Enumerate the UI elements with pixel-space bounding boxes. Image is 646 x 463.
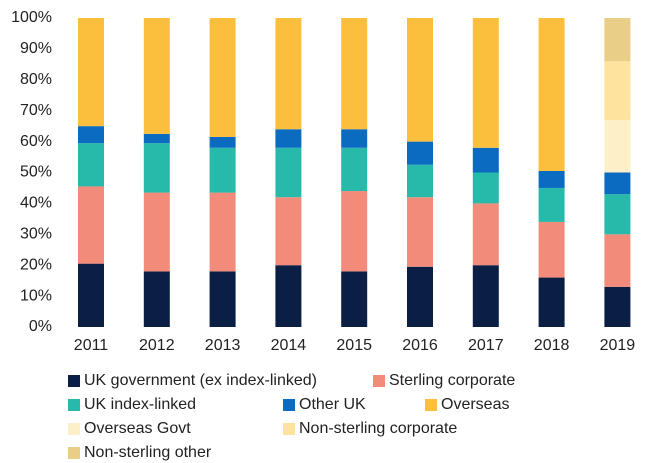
x-tick-label: 2018: [534, 337, 570, 354]
legend-label: UK government (ex index-linked): [84, 372, 317, 389]
bar-segment: [341, 129, 368, 148]
bar-segment: [472, 265, 499, 327]
bar-segment: [604, 61, 631, 120]
bar-segment: [604, 286, 631, 327]
bar-segment: [209, 147, 236, 193]
y-tick-label: 90%: [20, 40, 52, 57]
legend-swatch: [68, 375, 80, 387]
bar-segment: [538, 170, 565, 188]
legend-label: Overseas: [441, 396, 509, 413]
legend-swatch: [68, 423, 80, 435]
bar-segment: [143, 271, 170, 327]
legend-label: Overseas Govt: [84, 420, 191, 437]
bar-segment: [604, 172, 631, 195]
bar-segment: [538, 221, 565, 278]
bar-segment: [78, 143, 104, 187]
bar-segment: [78, 18, 104, 127]
x-tick-label: 2017: [468, 337, 504, 354]
y-tick-label: 60%: [20, 133, 52, 150]
bar-segment: [275, 265, 302, 327]
x-tick-label: 2019: [600, 337, 636, 354]
x-tick-label: 2014: [271, 337, 307, 354]
bar-segment: [407, 266, 433, 327]
bar-segment: [472, 203, 499, 266]
legend-swatch: [68, 399, 80, 411]
bar-segment: [143, 133, 170, 144]
bar-segment: [209, 136, 236, 148]
legend-swatch: [373, 375, 385, 387]
legend-swatch: [283, 423, 295, 435]
bar-segment: [143, 143, 170, 193]
bar-segment: [472, 172, 499, 204]
bar-segment: [538, 18, 565, 171]
legend-swatch: [283, 399, 295, 411]
bar-segment: [78, 126, 104, 144]
x-tick-label: 2011: [74, 337, 109, 354]
legend-swatch: [425, 399, 437, 411]
y-tick-label: 20%: [20, 256, 52, 273]
bar-segment: [604, 194, 631, 235]
y-tick-label: 50%: [20, 164, 52, 181]
legend-label: Other UK: [299, 396, 366, 413]
bar-segment: [209, 192, 236, 272]
bar-segment: [143, 18, 170, 134]
x-tick-label: 2013: [205, 337, 241, 354]
bar-segment: [472, 147, 499, 173]
bar-segment: [341, 271, 368, 327]
bar-segment: [407, 141, 433, 165]
bar-segment: [341, 147, 368, 192]
bar-segment: [209, 271, 236, 327]
bar-segment: [143, 192, 170, 272]
bar-segment: [78, 263, 104, 327]
bar-segment: [275, 129, 302, 148]
y-tick-label: 100%: [11, 9, 52, 26]
bar-segment: [407, 197, 433, 267]
bar-segment: [538, 277, 565, 327]
y-tick-label: 30%: [20, 226, 52, 243]
bar-segment: [341, 18, 368, 130]
bar-segment: [275, 18, 302, 130]
y-tick-label: 40%: [20, 195, 52, 212]
x-tick-label: 2012: [139, 337, 175, 354]
bar-segment: [407, 18, 433, 142]
x-tick-label: 2016: [402, 337, 438, 354]
bar-segment: [538, 187, 565, 222]
y-tick-label: 70%: [20, 102, 52, 119]
y-tick-label: 10%: [20, 287, 52, 304]
bar-segment: [407, 164, 433, 198]
bar-segment: [78, 186, 104, 264]
x-tick-label: 2015: [336, 337, 372, 354]
bar-segment: [341, 191, 368, 272]
legend-label: UK index-linked: [84, 396, 196, 413]
legend-swatch: [68, 447, 80, 459]
bar-segment: [275, 147, 302, 198]
bar-segment: [604, 18, 631, 62]
bar-segment: [604, 234, 631, 287]
bar-segment: [472, 18, 499, 148]
bar-segment: [209, 18, 236, 137]
y-tick-label: 80%: [20, 71, 52, 88]
bar-segment: [275, 197, 302, 266]
legend-label: Sterling corporate: [389, 372, 515, 389]
bar-segment: [604, 119, 631, 173]
legend-label: Non-sterling other: [84, 444, 212, 461]
legend-label: Non-sterling corporate: [299, 420, 457, 437]
y-tick-label: 0%: [29, 318, 52, 335]
